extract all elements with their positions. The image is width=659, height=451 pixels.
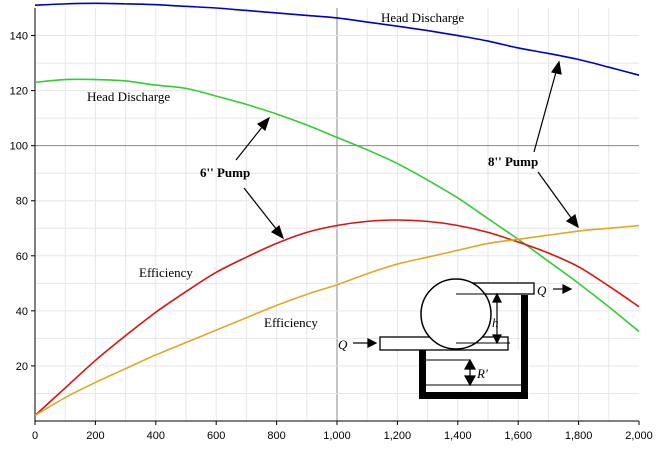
x-tick-label: 1,600 [504,430,532,442]
x-tick-label: 600 [207,430,225,442]
r-dimension [463,358,477,387]
schematic-background [422,350,529,398]
y-tick-label: 120 [10,86,28,98]
pump-8-arrowhead-up [550,60,562,75]
pump-6-label: 6'' Pump [200,165,250,180]
x-tick-label: 2,000 [625,430,653,442]
pump-6-arrow-down [243,187,278,231]
pump-8-label: 8'' Pump [488,154,538,169]
pump-8-arrow-down [537,171,573,220]
pump-6-arrowhead-up [256,116,271,132]
x-tick-label: 800 [267,430,285,442]
y-tick-label: 140 [10,31,28,43]
q-right-arrowhead [562,284,573,294]
pump-6-arrow-up [235,125,264,161]
axes: 0 200 400 600 800 1,000 1,200 1,400 1,600 1,800 2,… [10,8,653,442]
y-tick-label: 40 [16,306,28,318]
q-left-arrowhead [367,338,378,348]
pump-6-arrowhead-down [270,224,285,240]
r-arrowhead-top [463,358,477,370]
q-left-label: Q [338,337,348,352]
y-tick-label: 60 [16,251,28,263]
grid [35,8,639,421]
x-tick-label: 400 [147,430,165,442]
r-arrowhead-bottom [463,375,477,387]
y-tick-label: 80 [16,196,28,208]
q-right-label: Q [537,283,547,298]
pump-impeller [420,278,492,350]
x-tick-label: 1,200 [384,430,412,442]
h-dimension [492,292,502,345]
efficiency-8-label: Efficiency [264,315,318,330]
h-arrowhead-bottom [492,334,502,345]
efficiency-6-label: Efficiency [139,265,193,280]
pump-8-arrows [533,60,579,229]
series-line-1 [34,78,640,333]
annotations: Head Discharge Head Discharge 6'' Pump 8… [87,10,579,330]
x-tick-label: 1,400 [444,430,472,442]
series-lines [34,2,640,417]
pump-8-arrow-up [533,71,557,153]
h-label: h [492,315,499,330]
tank-left-wall [419,350,426,398]
y-tick-label: 100 [10,141,28,153]
q-left-arrow [353,338,378,348]
x-tick-label: 0 [32,430,38,442]
r-label: R' [476,366,488,381]
series-line-2 [34,219,640,417]
q-right-arrow [553,284,573,294]
pump-schematic: h R' Q Q [338,278,573,399]
x-tick-label: 1,000 [323,430,351,442]
series-line-3 [34,224,640,417]
head-discharge-8-label: Head Discharge [381,10,464,25]
tank-bottom [419,392,528,399]
y-tick-label: 20 [16,361,28,373]
head-discharge-6-label: Head Discharge [87,89,170,104]
h-arrowhead-top [492,292,502,303]
series-line-0 [34,2,640,76]
pump-8-arrowhead-down [565,213,579,229]
x-tick-label: 200 [86,430,104,442]
tank-right-wall [521,295,528,398]
x-tick-label: 1,800 [565,430,593,442]
pump-6-arrows [235,116,285,240]
